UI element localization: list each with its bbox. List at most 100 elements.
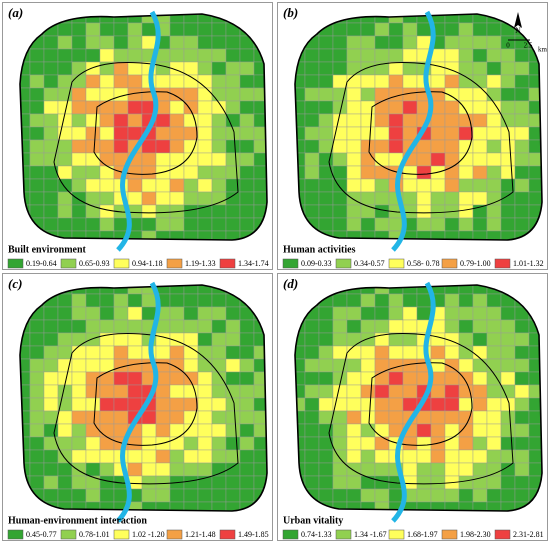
district bbox=[43, 48, 59, 63]
district bbox=[155, 410, 171, 425]
district bbox=[458, 462, 474, 477]
legend-swatch bbox=[113, 258, 130, 269]
district bbox=[183, 100, 199, 115]
district bbox=[29, 126, 45, 141]
district bbox=[416, 462, 432, 477]
district bbox=[430, 61, 446, 76]
district bbox=[71, 139, 87, 154]
district bbox=[29, 436, 45, 451]
district bbox=[183, 332, 199, 347]
district bbox=[43, 139, 59, 154]
district bbox=[169, 191, 185, 206]
outer-ring bbox=[328, 332, 514, 485]
district bbox=[360, 462, 376, 477]
district bbox=[85, 371, 101, 386]
district bbox=[514, 191, 530, 206]
district bbox=[99, 22, 115, 37]
district bbox=[402, 384, 418, 399]
district bbox=[113, 22, 129, 37]
district bbox=[57, 306, 73, 321]
district bbox=[211, 436, 227, 451]
district bbox=[514, 371, 530, 386]
district bbox=[304, 410, 320, 425]
inner-ring bbox=[368, 362, 473, 446]
district bbox=[155, 332, 171, 347]
legend-swatch bbox=[441, 258, 458, 269]
district bbox=[318, 87, 334, 102]
city-outline bbox=[19, 13, 268, 241]
district bbox=[332, 462, 348, 477]
inner-ring bbox=[93, 91, 198, 175]
district bbox=[155, 113, 171, 128]
district bbox=[43, 345, 59, 360]
district bbox=[99, 100, 115, 115]
panel-label: (b) bbox=[283, 5, 298, 20]
district bbox=[57, 436, 73, 451]
district bbox=[374, 22, 390, 37]
panel-title: Human activities bbox=[283, 244, 356, 255]
district bbox=[239, 358, 255, 373]
district bbox=[113, 397, 129, 412]
district bbox=[444, 397, 460, 412]
district bbox=[514, 449, 530, 464]
district bbox=[374, 410, 390, 425]
district bbox=[430, 74, 446, 89]
district bbox=[444, 293, 460, 308]
district bbox=[444, 462, 460, 477]
district bbox=[332, 204, 348, 219]
district bbox=[99, 423, 115, 438]
district bbox=[43, 449, 59, 464]
district bbox=[183, 319, 199, 334]
district bbox=[57, 462, 73, 477]
district bbox=[402, 178, 418, 193]
district bbox=[360, 139, 376, 154]
district bbox=[332, 165, 348, 180]
district bbox=[113, 48, 129, 63]
district bbox=[85, 178, 101, 193]
district bbox=[318, 217, 334, 232]
district bbox=[141, 35, 157, 50]
district bbox=[374, 449, 390, 464]
district bbox=[239, 152, 255, 167]
district bbox=[85, 293, 101, 308]
district bbox=[304, 384, 320, 399]
district bbox=[458, 61, 474, 76]
district bbox=[225, 87, 241, 102]
district bbox=[458, 22, 474, 37]
district bbox=[318, 165, 334, 180]
district bbox=[239, 410, 255, 425]
district bbox=[85, 61, 101, 76]
city-outline bbox=[294, 13, 543, 241]
district bbox=[500, 113, 516, 128]
district bbox=[85, 87, 101, 102]
district bbox=[360, 74, 376, 89]
district bbox=[346, 475, 362, 490]
district bbox=[472, 152, 488, 167]
district bbox=[225, 423, 241, 438]
district bbox=[29, 319, 45, 334]
district bbox=[514, 178, 530, 193]
district bbox=[169, 48, 185, 63]
district bbox=[388, 22, 404, 37]
district bbox=[430, 488, 446, 503]
district bbox=[71, 191, 87, 206]
district bbox=[197, 87, 213, 102]
district bbox=[402, 35, 418, 50]
district bbox=[99, 371, 115, 386]
district bbox=[211, 35, 227, 50]
district bbox=[416, 410, 432, 425]
district bbox=[197, 113, 213, 128]
legend-label: 0.19-0.64 bbox=[26, 259, 57, 268]
district bbox=[346, 22, 362, 37]
district bbox=[85, 191, 101, 206]
district bbox=[458, 100, 474, 115]
district bbox=[239, 74, 255, 89]
district bbox=[113, 488, 129, 503]
district bbox=[388, 48, 404, 63]
district bbox=[197, 384, 213, 399]
district bbox=[486, 449, 502, 464]
district bbox=[458, 371, 474, 386]
district bbox=[514, 204, 530, 219]
district bbox=[141, 488, 157, 503]
district bbox=[197, 152, 213, 167]
